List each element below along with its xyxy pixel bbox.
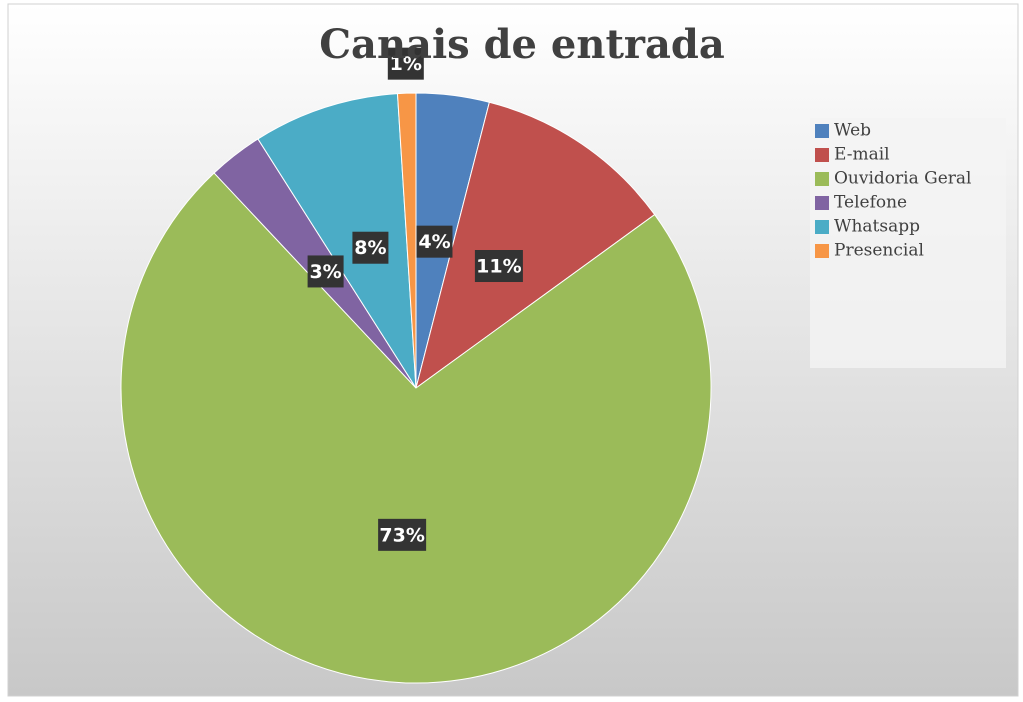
data-label: 11% (476, 256, 521, 278)
data-label: 73% (379, 524, 424, 546)
pie-slice (396, 92, 417, 389)
pie-slice (120, 172, 712, 684)
legend-swatch (815, 244, 829, 258)
legend-label: Presencial (834, 241, 924, 261)
legend-swatch (815, 148, 829, 162)
data-label-box (416, 225, 453, 258)
legend-label: Web (834, 121, 871, 141)
data-label: 1% (390, 53, 422, 75)
chart-title: Canais de entrada (319, 21, 725, 68)
data-label: 4% (418, 231, 450, 253)
data-label-box (352, 231, 389, 264)
legend-label: E-mail (834, 145, 890, 165)
legend-label: Whatsapp (834, 217, 920, 237)
pie-slice (257, 93, 417, 389)
data-label-box (387, 47, 424, 80)
legend-swatch (815, 124, 829, 138)
data-label-box (307, 255, 344, 288)
pie (120, 92, 712, 684)
legend: Web E-mail Ouvidoria Geral Telefone Whatsapp… (815, 121, 972, 261)
legend-swatch (815, 220, 829, 234)
legend-label: Telefone (834, 193, 907, 213)
data-label: 8% (354, 237, 386, 259)
data-label-box (474, 250, 523, 283)
data-labels: 4% 11% 73% 3% 8% 1% (307, 47, 523, 551)
legend-swatch (815, 172, 829, 186)
legend-label: Ouvidoria Geral (834, 169, 972, 189)
pie-slice (415, 101, 656, 390)
legend-swatch (815, 196, 829, 210)
data-label-box (378, 518, 427, 551)
legend-box (810, 118, 1006, 368)
data-label: 3% (309, 261, 341, 283)
